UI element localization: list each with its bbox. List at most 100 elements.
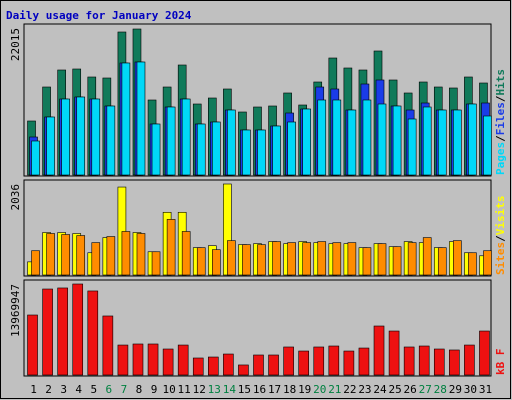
- bar: [181, 231, 191, 276]
- bar: [61, 234, 70, 276]
- x-tick-label: 13: [208, 383, 221, 396]
- bar: [253, 354, 264, 376]
- bar: [479, 330, 490, 376]
- bar: [437, 247, 447, 276]
- bar: [358, 347, 370, 376]
- x-tick-label: 7: [121, 383, 128, 396]
- bar: [31, 140, 40, 176]
- bar: [437, 109, 447, 176]
- bar: [317, 99, 327, 176]
- bar: [422, 237, 432, 276]
- bar: [328, 345, 340, 376]
- x-tick-label: 14: [223, 383, 237, 396]
- bar: [257, 129, 266, 176]
- bar: [377, 103, 387, 176]
- bar: [227, 109, 236, 176]
- bar: [433, 348, 445, 376]
- bar: [166, 106, 176, 176]
- bar: [392, 105, 402, 176]
- legend-entry: Hits: [494, 69, 507, 96]
- bar: [208, 356, 219, 376]
- bar: [283, 346, 294, 376]
- bar: [192, 357, 204, 376]
- bar: [268, 354, 279, 376]
- x-tick-label: 22: [343, 383, 356, 396]
- bar: [76, 235, 86, 276]
- x-tick-label: 9: [151, 383, 158, 396]
- x-tick-label: 19: [298, 383, 311, 396]
- bar: [343, 350, 355, 376]
- bar: [302, 108, 311, 176]
- bar: [287, 121, 296, 176]
- x-tick-label: 2: [45, 383, 52, 396]
- bar: [453, 109, 462, 176]
- x-tick-label: 5: [90, 383, 97, 396]
- x-tick-label: 16: [253, 383, 266, 396]
- y-tick-label: 2036: [9, 184, 22, 211]
- bar: [162, 348, 174, 376]
- bar: [407, 118, 417, 176]
- bar: [347, 242, 357, 276]
- bar: [87, 290, 99, 376]
- bar: [317, 241, 327, 276]
- bar: [313, 346, 325, 376]
- bar: [72, 283, 84, 376]
- legend: Sites/Visits: [494, 196, 507, 276]
- panel-frame: [23, 279, 492, 377]
- x-tick-label: 31: [479, 383, 492, 396]
- bar: [418, 345, 430, 376]
- x-tick-label: 8: [136, 383, 143, 396]
- legend-entry: Files: [494, 102, 507, 135]
- bar: [212, 121, 221, 176]
- bar: [347, 109, 357, 176]
- bar: [464, 344, 475, 376]
- bar: [121, 62, 131, 176]
- legend: Pages/Files/Hits: [494, 69, 507, 175]
- bar: [272, 241, 281, 276]
- bar: [61, 98, 70, 176]
- bar: [27, 314, 38, 376]
- bar: [132, 343, 144, 376]
- bar: [181, 98, 191, 176]
- legend-entry: Sites: [494, 242, 507, 275]
- x-tick-label: 28: [434, 383, 447, 396]
- bar: [403, 346, 415, 376]
- bar: [223, 353, 234, 376]
- x-tick-label: 30: [464, 383, 477, 396]
- panel-frame: [23, 179, 492, 277]
- bar: [238, 364, 249, 376]
- x-tick-label: 23: [358, 383, 371, 396]
- bar: [377, 243, 387, 276]
- legend-separator: /: [494, 135, 507, 142]
- legend-entry: Visits: [494, 196, 507, 236]
- bar: [468, 103, 477, 176]
- y-tick-label: 22015: [9, 28, 22, 61]
- bar: [46, 116, 55, 176]
- y-tick-label: 13969947: [9, 284, 22, 337]
- x-tick-label: 12: [193, 383, 206, 396]
- x-tick-label: 21: [328, 383, 341, 396]
- bar: [287, 242, 296, 276]
- bar: [298, 350, 309, 376]
- chart-title: Daily usage for January 2024: [6, 9, 192, 22]
- panel-frame: [23, 23, 492, 177]
- x-tick-label: 1: [30, 383, 37, 396]
- x-tick-label: 29: [449, 383, 462, 396]
- bar: [392, 246, 402, 276]
- bar: [332, 99, 342, 176]
- bar: [242, 244, 251, 276]
- bar: [272, 125, 281, 176]
- bar: [388, 330, 400, 376]
- bar: [227, 240, 236, 276]
- x-tick-label: 27: [419, 383, 432, 396]
- bar: [483, 115, 492, 176]
- bar: [91, 242, 101, 276]
- bar: [136, 233, 146, 276]
- x-tick-label: 18: [283, 383, 296, 396]
- legend-separator: /: [494, 235, 507, 242]
- x-tick-label: 15: [238, 383, 251, 396]
- x-tick-label: 26: [404, 383, 417, 396]
- bar: [106, 236, 116, 276]
